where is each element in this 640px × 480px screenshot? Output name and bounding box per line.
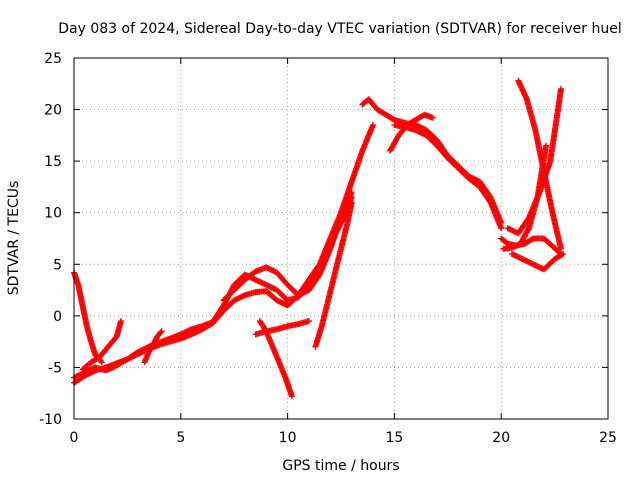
chart-title: Day 083 of 2024, Sidereal Day-to-day VTE…: [58, 21, 621, 37]
data-series: [504, 85, 564, 237]
x-tick-label: 15: [385, 430, 403, 446]
data-point: [558, 251, 564, 257]
x-tick-label: 0: [70, 430, 79, 446]
data-point: [543, 142, 550, 149]
x-tick-label: 10: [279, 430, 297, 446]
y-axis-label: SDTVAR / TECUs: [6, 181, 22, 296]
data-point: [288, 393, 295, 400]
y-tick-label: 5: [53, 257, 62, 273]
axes-ticks: 0 5 10 15 20 25 -10 -5 0 5 10 15 20 25: [39, 51, 617, 446]
y-tick-label: 0: [53, 309, 62, 325]
x-tick-label: 5: [176, 430, 185, 446]
data-series: [508, 251, 567, 273]
data-point: [348, 189, 355, 196]
y-tick-label: 25: [44, 51, 62, 67]
plot-area: [71, 77, 567, 400]
data-point: [157, 329, 164, 336]
data-series: [498, 235, 564, 257]
y-tick-label: 20: [44, 103, 62, 119]
data-point: [498, 225, 505, 232]
x-tick-label: 20: [492, 430, 510, 446]
y-tick-label: 10: [44, 206, 62, 222]
data-series: [141, 328, 165, 366]
data-series: [312, 199, 355, 350]
x-axis-label: GPS time / hours: [282, 458, 399, 474]
data-point: [306, 318, 312, 324]
data-series: [252, 318, 312, 338]
y-tick-label: 15: [44, 154, 62, 170]
data-series: [79, 318, 124, 373]
data-series: [515, 77, 564, 252]
data-point: [98, 359, 105, 366]
x-tick-label: 25: [599, 430, 617, 446]
y-tick-label: -10: [39, 412, 62, 428]
y-tick-label: -5: [48, 360, 62, 376]
data-point: [370, 122, 376, 128]
data-point: [348, 199, 355, 206]
data-point: [429, 114, 436, 121]
data-series: [220, 189, 355, 304]
data-series: [256, 318, 295, 400]
plot-frame: [73, 57, 609, 420]
data-series: [391, 122, 505, 232]
data-point: [558, 85, 564, 92]
data-series: [71, 269, 105, 366]
data-point: [118, 318, 124, 324]
data-point: [97, 358, 104, 365]
data-point: [557, 250, 563, 257]
data-point: [158, 328, 165, 335]
